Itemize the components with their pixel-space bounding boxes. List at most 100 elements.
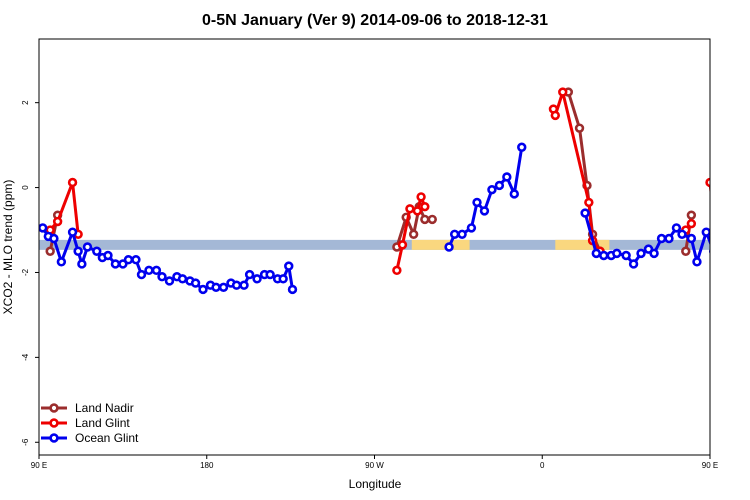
data-point bbox=[45, 246, 55, 256]
data-point bbox=[558, 87, 568, 97]
data-point bbox=[427, 214, 437, 225]
data-point bbox=[67, 227, 78, 237]
x-tick-label: 180 bbox=[200, 461, 214, 470]
data-point bbox=[716, 261, 723, 268]
series-land-glint bbox=[45, 87, 719, 276]
data-point bbox=[157, 272, 167, 282]
y-tick-label: 0 bbox=[21, 185, 30, 190]
data-point bbox=[73, 246, 83, 256]
y-tick-label: 2 bbox=[21, 100, 30, 105]
data-point bbox=[211, 282, 221, 293]
data-point bbox=[722, 244, 729, 251]
data-point bbox=[416, 192, 426, 202]
data-point bbox=[744, 252, 750, 259]
data-point bbox=[405, 204, 415, 214]
data-point bbox=[731, 248, 738, 255]
data-point bbox=[397, 240, 408, 250]
data-point bbox=[649, 248, 659, 259]
data-point bbox=[177, 274, 188, 284]
data-point bbox=[502, 172, 512, 182]
data-point bbox=[420, 201, 430, 212]
y-tick-label: -4 bbox=[21, 353, 30, 361]
data-point bbox=[198, 284, 208, 295]
chart-title: 0-5N January (Ver 9) 2014-09-06 to 2018-… bbox=[202, 12, 548, 29]
legend-label: Ocean Glint bbox=[75, 431, 139, 445]
data-point bbox=[686, 233, 697, 244]
data-point bbox=[164, 276, 175, 286]
x-tick-label: 0 bbox=[540, 461, 545, 470]
legend-swatch-marker bbox=[49, 418, 59, 428]
legend-label: Land Nadir bbox=[75, 401, 134, 415]
data-point bbox=[103, 250, 113, 261]
data-point bbox=[472, 197, 482, 208]
series-layer bbox=[39, 87, 750, 295]
data-point bbox=[144, 265, 154, 276]
data-point bbox=[77, 259, 87, 269]
data-point bbox=[67, 177, 78, 188]
data-point bbox=[628, 259, 639, 269]
series-land-nadir bbox=[45, 87, 697, 256]
data-point bbox=[265, 269, 275, 280]
x-tick-label: 90 E bbox=[702, 461, 718, 470]
data-point bbox=[612, 248, 622, 259]
data-point bbox=[190, 278, 201, 288]
x-axis-label: Longitude bbox=[349, 477, 402, 491]
data-point bbox=[444, 242, 454, 252]
data-point bbox=[123, 255, 134, 265]
data-point bbox=[599, 250, 609, 261]
data-point bbox=[574, 123, 585, 133]
data-point bbox=[692, 257, 702, 267]
data-point bbox=[52, 216, 63, 227]
x-tick-label: 90 W bbox=[365, 461, 384, 470]
legend-swatch-marker bbox=[49, 403, 59, 413]
data-point bbox=[39, 223, 48, 233]
data-point bbox=[252, 274, 262, 284]
data-point bbox=[392, 265, 402, 276]
data-point bbox=[412, 206, 423, 216]
legend-swatch-marker bbox=[49, 433, 59, 443]
data-point bbox=[681, 246, 691, 256]
data-point bbox=[686, 210, 697, 220]
legend-item: Ocean Glint bbox=[41, 431, 139, 445]
data-point bbox=[738, 254, 745, 261]
y-tick-label: -2 bbox=[21, 268, 30, 276]
data-point bbox=[244, 269, 255, 280]
legend-item: Land Glint bbox=[41, 416, 130, 430]
data-point bbox=[671, 223, 682, 233]
data-point bbox=[284, 261, 294, 271]
data-point bbox=[517, 142, 527, 152]
data-point bbox=[287, 284, 298, 295]
data-point bbox=[591, 248, 602, 259]
data-point bbox=[239, 280, 249, 290]
data-point bbox=[677, 229, 687, 239]
y-axis-label: XCO2 - MLO trend (ppm) bbox=[1, 180, 15, 315]
y-axis: 2 0 -2 -4 -6 bbox=[21, 100, 39, 446]
data-point bbox=[231, 280, 242, 290]
legend-item: Land Nadir bbox=[41, 401, 134, 415]
data-point bbox=[509, 189, 519, 199]
data-point bbox=[278, 274, 288, 284]
series-line bbox=[708, 182, 710, 197]
data-point bbox=[584, 197, 594, 208]
data-point bbox=[664, 233, 674, 244]
data-point bbox=[218, 282, 229, 293]
data-point bbox=[701, 227, 710, 237]
data-point bbox=[550, 110, 560, 121]
data-point bbox=[457, 229, 467, 239]
data-point bbox=[709, 248, 710, 255]
data-point bbox=[712, 231, 719, 238]
data-point bbox=[420, 214, 430, 225]
data-point bbox=[408, 229, 419, 239]
series-ocean-glint bbox=[39, 142, 750, 295]
x-tick-label: 90 E bbox=[31, 461, 47, 470]
data-point bbox=[580, 208, 590, 218]
data-point bbox=[466, 223, 477, 233]
data-point bbox=[136, 269, 147, 280]
series-line bbox=[49, 180, 80, 235]
data-point bbox=[479, 206, 490, 216]
data-point bbox=[686, 218, 697, 229]
data-point bbox=[92, 246, 102, 256]
data-point bbox=[494, 180, 505, 191]
